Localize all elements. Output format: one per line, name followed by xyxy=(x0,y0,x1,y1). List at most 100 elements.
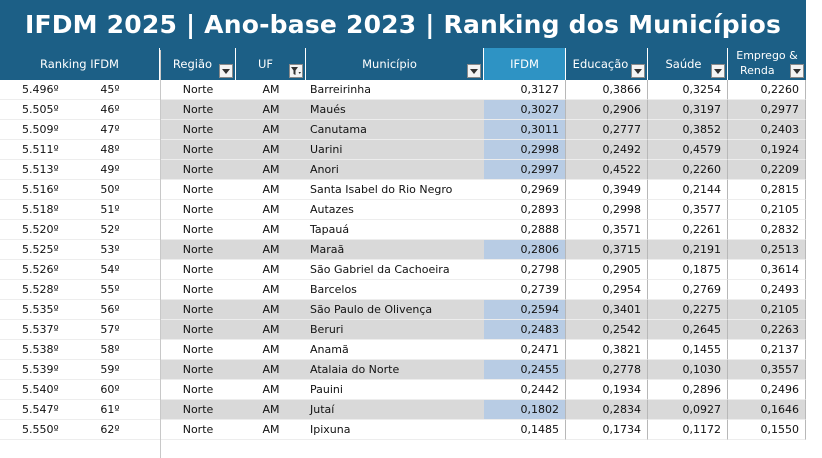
cell-municipio[interactable]: Anamã xyxy=(306,340,484,360)
cell-municipio[interactable]: Uarini xyxy=(306,140,484,160)
cell-rank-nat[interactable]: 5.547º xyxy=(0,400,60,420)
cell-saude[interactable]: 0,3254 xyxy=(648,80,728,100)
cell-uf[interactable]: AM xyxy=(236,200,306,220)
cell-regiao[interactable]: Norte xyxy=(160,80,236,100)
cell-rank-nat[interactable]: 5.516º xyxy=(0,180,60,200)
table-row[interactable]: 5.516º 50º Norte AM Santa Isabel do Rio Negr… xyxy=(0,180,806,200)
cell-ifdm[interactable]: 0,2471 xyxy=(484,340,566,360)
table-row[interactable]: 5.535º 56º Norte AM São Paulo de Olivença 0,2… xyxy=(0,300,806,320)
cell-ifdm[interactable]: 0,2455 xyxy=(484,360,566,380)
cell-educacao[interactable]: 0,2492 xyxy=(566,140,648,160)
regiao-filter-button[interactable] xyxy=(219,64,233,78)
cell-saude[interactable]: 0,3197 xyxy=(648,100,728,120)
cell-saude[interactable]: 0,4579 xyxy=(648,140,728,160)
cell-uf[interactable]: AM xyxy=(236,220,306,240)
cell-rank-state[interactable]: 54º xyxy=(60,260,160,280)
cell-rank-nat[interactable]: 5.550º xyxy=(0,420,60,440)
table-row[interactable]: 5.537º 57º Norte AM Beruri 0,2483 0,2542 0,2645… xyxy=(0,320,806,340)
table-row[interactable]: 5.539º 59º Norte AM Atalaia do Norte 0,2455 0,… xyxy=(0,360,806,380)
cell-regiao[interactable]: Norte xyxy=(160,400,236,420)
cell-saude[interactable]: 0,1172 xyxy=(648,420,728,440)
cell-regiao[interactable]: Norte xyxy=(160,240,236,260)
table-row[interactable]: 5.525º 53º Norte AM Maraã 0,2806 0,3715 0,2191 0… xyxy=(0,240,806,260)
cell-emprego[interactable]: 0,2105 xyxy=(728,200,806,220)
cell-ifdm[interactable]: 0,2594 xyxy=(484,300,566,320)
cell-uf[interactable]: AM xyxy=(236,380,306,400)
cell-saude[interactable]: 0,2261 xyxy=(648,220,728,240)
cell-emprego[interactable]: 0,2815 xyxy=(728,180,806,200)
cell-emprego[interactable]: 0,3557 xyxy=(728,360,806,380)
cell-saude[interactable]: 0,2769 xyxy=(648,280,728,300)
cell-municipio[interactable]: Maués xyxy=(306,100,484,120)
cell-saude[interactable]: 0,1455 xyxy=(648,340,728,360)
cell-ifdm[interactable]: 0,2997 xyxy=(484,160,566,180)
cell-educacao[interactable]: 0,2905 xyxy=(566,260,648,280)
cell-rank-nat[interactable]: 5.539º xyxy=(0,360,60,380)
cell-saude[interactable]: 0,2191 xyxy=(648,240,728,260)
cell-ifdm[interactable]: 0,2739 xyxy=(484,280,566,300)
cell-municipio[interactable]: Jutaí xyxy=(306,400,484,420)
cell-rank-state[interactable]: 53º xyxy=(60,240,160,260)
cell-regiao[interactable]: Norte xyxy=(160,140,236,160)
cell-emprego[interactable]: 0,2513 xyxy=(728,240,806,260)
municipio-filter-button[interactable] xyxy=(467,64,481,78)
cell-municipio[interactable]: São Paulo de Olivença xyxy=(306,300,484,320)
cell-saude[interactable]: 0,0927 xyxy=(648,400,728,420)
cell-rank-state[interactable]: 60º xyxy=(60,380,160,400)
cell-educacao[interactable]: 0,3715 xyxy=(566,240,648,260)
table-row[interactable]: 5.538º 58º Norte AM Anamã 0,2471 0,3821 0,1455 0… xyxy=(0,340,806,360)
cell-rank-nat[interactable]: 5.520º xyxy=(0,220,60,240)
emprego-filter-button[interactable] xyxy=(790,64,804,78)
cell-rank-nat[interactable]: 5.526º xyxy=(0,260,60,280)
table-row[interactable]: 5.509º 47º Norte AM Canutama 0,3011 0,2777 0,38… xyxy=(0,120,806,140)
cell-ifdm[interactable]: 0,3011 xyxy=(484,120,566,140)
cell-educacao[interactable]: 0,2954 xyxy=(566,280,648,300)
cell-municipio[interactable]: Autazes xyxy=(306,200,484,220)
cell-uf[interactable]: AM xyxy=(236,360,306,380)
cell-rank-state[interactable]: 61º xyxy=(60,400,160,420)
cell-regiao[interactable]: Norte xyxy=(160,420,236,440)
cell-emprego[interactable]: 0,2493 xyxy=(728,280,806,300)
cell-rank-nat[interactable]: 5.518º xyxy=(0,200,60,220)
cell-rank-state[interactable]: 56º xyxy=(60,300,160,320)
educacao-filter-button[interactable] xyxy=(631,64,645,78)
cell-uf[interactable]: AM xyxy=(236,180,306,200)
cell-saude[interactable]: 0,2144 xyxy=(648,180,728,200)
cell-emprego[interactable]: 0,1550 xyxy=(728,420,806,440)
cell-rank-nat[interactable]: 5.496º xyxy=(0,80,60,100)
cell-rank-state[interactable]: 45º xyxy=(60,80,160,100)
cell-educacao[interactable]: 0,2906 xyxy=(566,100,648,120)
cell-emprego[interactable]: 0,2260 xyxy=(728,80,806,100)
cell-educacao[interactable]: 0,2778 xyxy=(566,360,648,380)
cell-regiao[interactable]: Norte xyxy=(160,160,236,180)
cell-rank-nat[interactable]: 5.540º xyxy=(0,380,60,400)
cell-municipio[interactable]: Pauini xyxy=(306,380,484,400)
cell-uf[interactable]: AM xyxy=(236,340,306,360)
cell-emprego[interactable]: 0,3614 xyxy=(728,260,806,280)
cell-emprego[interactable]: 0,2209 xyxy=(728,160,806,180)
cell-ifdm[interactable]: 0,1802 xyxy=(484,400,566,420)
cell-emprego[interactable]: 0,2496 xyxy=(728,380,806,400)
cell-ifdm[interactable]: 0,2798 xyxy=(484,260,566,280)
cell-emprego[interactable]: 0,2263 xyxy=(728,320,806,340)
cell-uf[interactable]: AM xyxy=(236,80,306,100)
cell-rank-nat[interactable]: 5.509º xyxy=(0,120,60,140)
cell-saude[interactable]: 0,1030 xyxy=(648,360,728,380)
cell-rank-nat[interactable]: 5.505º xyxy=(0,100,60,120)
cell-rank-nat[interactable]: 5.525º xyxy=(0,240,60,260)
cell-municipio[interactable]: Ipixuna xyxy=(306,420,484,440)
cell-saude[interactable]: 0,3577 xyxy=(648,200,728,220)
cell-rank-state[interactable]: 58º xyxy=(60,340,160,360)
table-row[interactable]: 5.547º 61º Norte AM Jutaí 0,1802 0,2834 0,0927 0… xyxy=(0,400,806,420)
cell-saude[interactable]: 0,1875 xyxy=(648,260,728,280)
cell-emprego[interactable]: 0,2832 xyxy=(728,220,806,240)
cell-ifdm[interactable]: 0,3127 xyxy=(484,80,566,100)
cell-educacao[interactable]: 0,3949 xyxy=(566,180,648,200)
cell-uf[interactable]: AM xyxy=(236,160,306,180)
cell-rank-state[interactable]: 51º xyxy=(60,200,160,220)
table-row[interactable]: 5.550º 62º Norte AM Ipixuna 0,1485 0,1734 0,117… xyxy=(0,420,806,440)
cell-municipio[interactable]: Maraã xyxy=(306,240,484,260)
table-row[interactable]: 5.520º 52º Norte AM Tapauá 0,2888 0,3571 0,2261… xyxy=(0,220,806,240)
cell-rank-state[interactable]: 59º xyxy=(60,360,160,380)
cell-regiao[interactable]: Norte xyxy=(160,280,236,300)
